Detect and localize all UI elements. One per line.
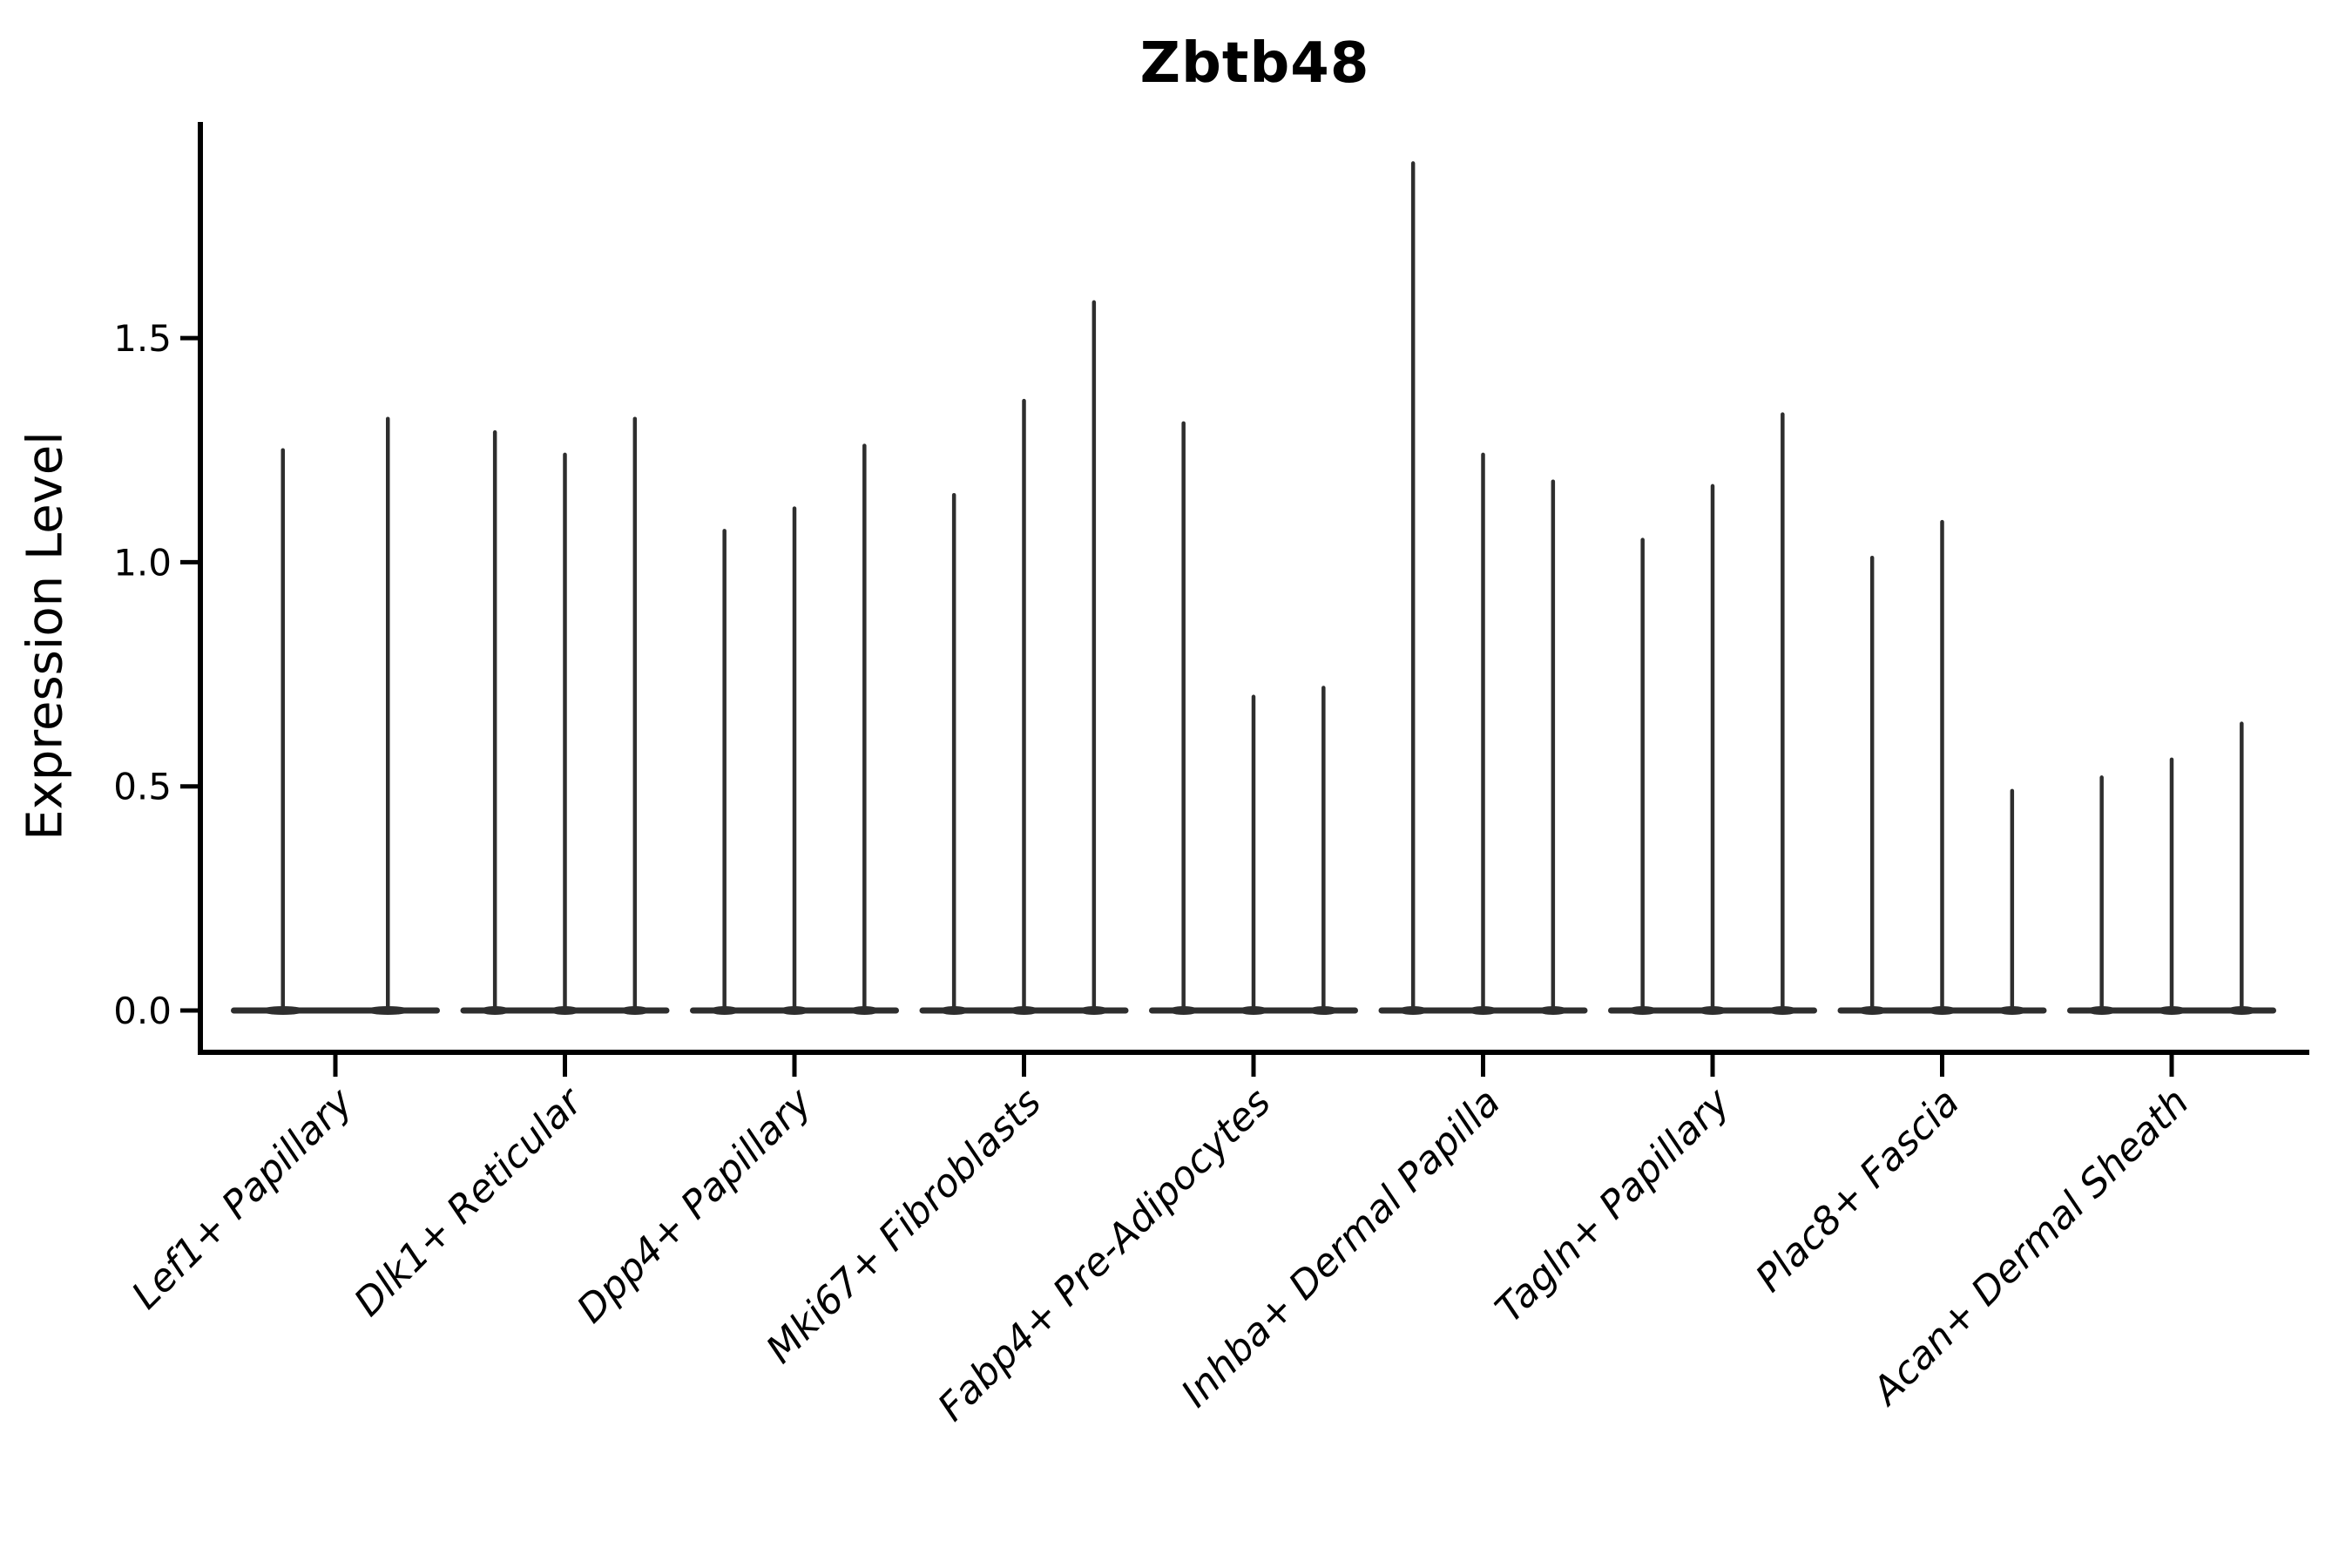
y-tick-label: 1.0 xyxy=(113,541,172,584)
x-tick-label: Tagln+ Papillary xyxy=(1487,1079,1739,1331)
y-tick-label: 1.5 xyxy=(113,317,172,360)
x-tick-label: Lef1+ Papillary xyxy=(124,1079,362,1318)
y-tick-label: 0.5 xyxy=(113,766,172,808)
y-tick-label: 0.0 xyxy=(113,990,172,1032)
x-tick-label: Dlk1+ Reticular xyxy=(346,1078,592,1325)
x-tick-label: Dpp4+ Papillary xyxy=(569,1079,821,1332)
x-tick-label: Plac8+ Fascia xyxy=(1747,1080,1968,1301)
plot-title: Zbtb48 xyxy=(1139,31,1370,96)
